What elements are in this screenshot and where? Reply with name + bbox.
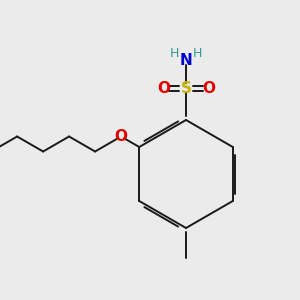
Text: N: N: [180, 52, 192, 68]
Text: O: O: [202, 81, 215, 96]
Text: O: O: [115, 129, 128, 144]
Text: S: S: [181, 81, 191, 96]
Text: O: O: [157, 81, 170, 96]
Text: H: H: [193, 47, 202, 60]
Text: H: H: [170, 47, 179, 60]
